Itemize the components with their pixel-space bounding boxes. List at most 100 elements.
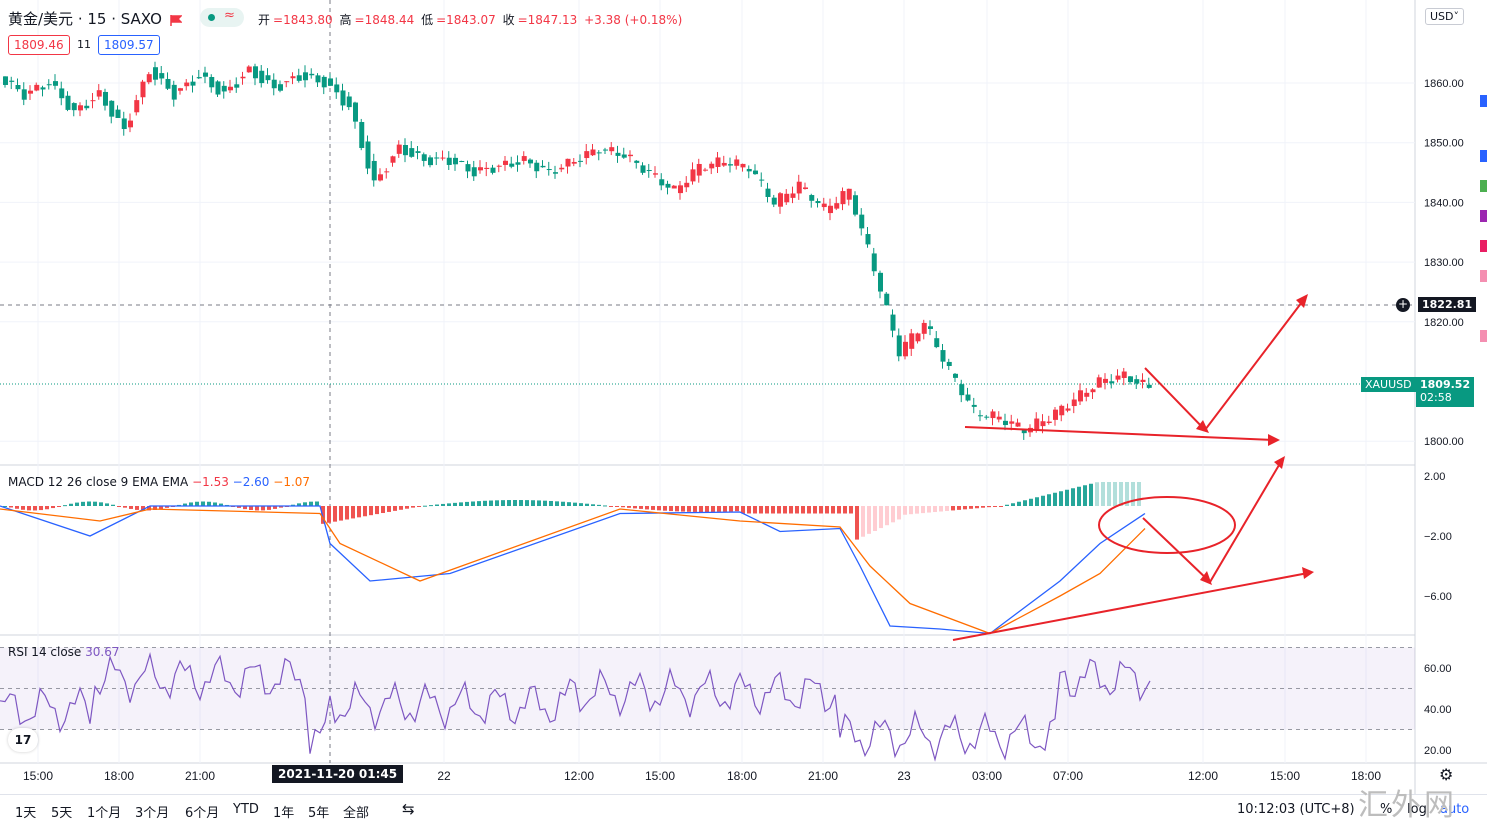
time-tick-label: 18:00 (104, 769, 134, 783)
candle-body (284, 81, 290, 83)
macd-histogram-bar (267, 506, 271, 510)
time-tick-label: 12:00 (564, 769, 594, 783)
macd-histogram-bar (657, 506, 661, 511)
side-marker-pink[interactable] (1480, 270, 1487, 282)
side-marker-purple[interactable] (1480, 210, 1487, 222)
symbol-title[interactable]: 黄金/美元 · 15 · SAXO (8, 10, 162, 28)
side-marker-green[interactable] (1480, 180, 1487, 192)
candle-body (471, 167, 477, 177)
macd-histogram-bar (477, 501, 481, 506)
rsi-tick-label: 60.00 (1424, 663, 1452, 675)
macd-histogram-bar (129, 506, 133, 509)
candle-body (446, 157, 452, 165)
buy-price-button[interactable]: 1809.57 (98, 35, 160, 55)
side-marker-pink[interactable] (1480, 240, 1487, 252)
side-marker-blue[interactable] (1480, 95, 1487, 107)
market-status-pill[interactable] (200, 8, 244, 27)
candle-body (571, 161, 577, 164)
macd-histogram-bar (621, 506, 625, 508)
candle-body (184, 82, 190, 87)
candle-body (715, 157, 721, 167)
auto-toggle[interactable]: auto (1440, 802, 1470, 817)
percent-toggle[interactable]: % (1380, 802, 1393, 817)
candle-body (9, 80, 15, 82)
candle-body (1034, 418, 1040, 430)
macd-histogram-bar (771, 506, 775, 514)
candle-body (415, 151, 421, 153)
rsi-legend[interactable]: RSI 14 close 30.67 (8, 645, 120, 659)
add-alert-icon[interactable]: + (1396, 297, 1410, 312)
side-marker-blue[interactable] (1480, 150, 1487, 162)
macd-histogram-bar (717, 506, 721, 512)
candle-body (103, 91, 108, 106)
macd-histogram-bar (603, 505, 607, 507)
macd-histogram-bar (1047, 494, 1051, 506)
macd-histogram-bar (753, 506, 757, 514)
timeframe-button[interactable]: 5天 (51, 806, 73, 821)
macd-histogram-bar (87, 501, 91, 506)
candle-body (940, 350, 946, 362)
timeframe-button[interactable]: 1天 (15, 806, 37, 821)
macd-histogram-bar (837, 506, 841, 514)
timeframe-button[interactable]: 6个月 (185, 806, 220, 821)
candle-body (434, 157, 440, 159)
date-range-icon[interactable]: ⇆ (402, 800, 415, 818)
log-toggle[interactable]: log (1407, 802, 1427, 817)
grid-lines (0, 0, 1487, 794)
tradingview-logo[interactable]: 17 (8, 728, 38, 752)
macd-histogram-bar (327, 506, 331, 523)
currency-select[interactable]: USD˅ (1425, 8, 1465, 25)
clock[interactable]: 10:12:03 (UTC+8) (1237, 802, 1355, 817)
candle-body (821, 203, 827, 208)
settings-gear-icon[interactable]: ⚙ (1439, 765, 1454, 784)
candle-body (928, 326, 933, 329)
candle-body (828, 205, 833, 214)
candle-body (215, 81, 221, 95)
candle-body (865, 234, 871, 245)
timeframe-button[interactable]: YTD (233, 802, 259, 817)
macd-histogram-bar (801, 506, 805, 514)
macd-histogram-bar (615, 506, 619, 507)
macd-histogram-bar (1137, 482, 1141, 506)
macd-legend[interactable]: MACD 12 26 close 9 EMA EMA −1.53 −2.60 −… (8, 475, 311, 489)
candle-body (246, 66, 252, 73)
macd-histogram-bar (1011, 503, 1015, 506)
candle-body (765, 188, 771, 197)
candle-body (1103, 378, 1108, 383)
candle-body (878, 272, 883, 292)
macd-histogram-bar (459, 502, 463, 506)
candle-body (809, 195, 815, 201)
candle-body (584, 151, 590, 159)
candle-body (559, 167, 565, 170)
macd-line (0, 505, 1146, 635)
candle-body (121, 118, 127, 130)
macd-histogram-bar (693, 506, 697, 512)
timeframe-button[interactable]: 1个月 (87, 806, 122, 821)
candle-body (846, 188, 852, 200)
candle-body (428, 157, 433, 166)
candle-body (328, 78, 333, 86)
side-marker-pink[interactable] (1480, 330, 1487, 342)
macd-histogram-bar (465, 501, 469, 506)
rsi-line (0, 652, 1151, 762)
time-tick-label: 18:00 (727, 769, 757, 783)
candle-body (228, 86, 233, 91)
candle-body (190, 81, 196, 86)
timeframe-button[interactable]: 全部 (343, 806, 370, 821)
candle-body (890, 314, 896, 331)
candle-body (896, 335, 902, 357)
candle-body (528, 159, 533, 164)
macd-histogram-bar (1065, 489, 1069, 506)
sell-price-button[interactable]: 1809.46 (8, 35, 70, 55)
candle-body (840, 191, 846, 205)
macd-histogram-bar (9, 506, 13, 508)
macd-histogram-bar (537, 500, 541, 506)
timeframe-button[interactable]: 5年 (308, 806, 330, 821)
time-tick-label: 03:00 (972, 769, 1002, 783)
candle-body (196, 77, 202, 79)
macd-histogram-bar (99, 502, 103, 506)
macd-histogram-bar (243, 506, 247, 510)
timeframe-button[interactable]: 1年 (273, 806, 295, 821)
timeframe-button[interactable]: 3个月 (135, 806, 170, 821)
